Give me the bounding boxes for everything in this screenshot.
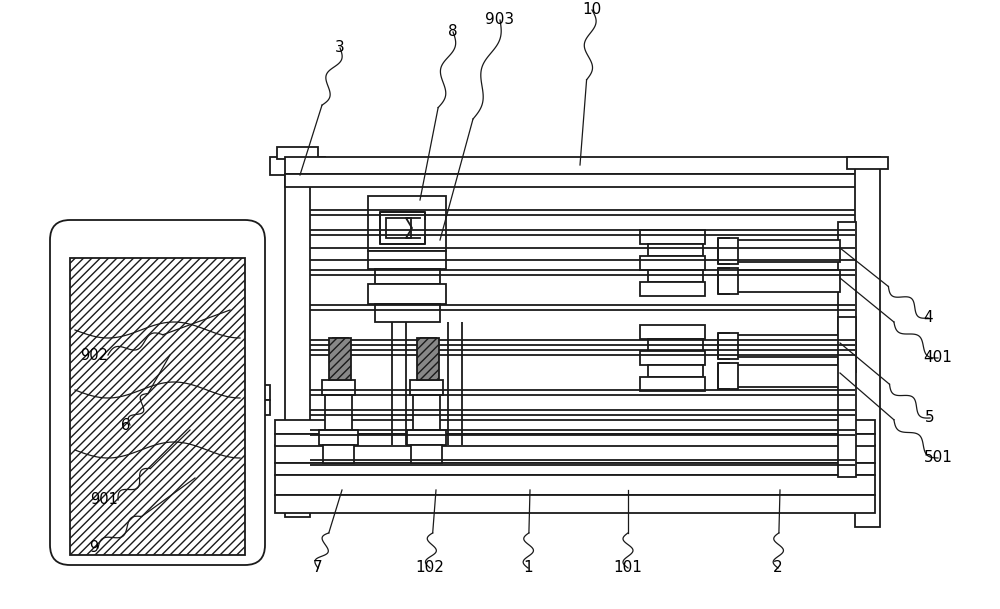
Bar	[285, 157, 310, 517]
Text: 902: 902	[80, 348, 108, 362]
Bar	[730, 240, 840, 262]
Bar	[730, 365, 840, 387]
Bar	[648, 270, 703, 282]
Bar	[640, 377, 705, 391]
Text: 4: 4	[923, 311, 933, 325]
Bar	[277, 147, 318, 159]
Bar	[421, 338, 436, 443]
Bar	[322, 380, 355, 395]
Bar	[325, 395, 352, 430]
Bar	[410, 380, 443, 395]
Text: 501: 501	[924, 451, 952, 465]
Bar	[640, 351, 705, 365]
Bar	[245, 400, 270, 415]
Text: 1: 1	[523, 560, 533, 576]
Text: 401: 401	[924, 351, 952, 365]
Bar	[417, 338, 439, 380]
Bar	[375, 304, 440, 322]
Bar	[648, 244, 703, 256]
Bar	[648, 365, 703, 377]
Bar	[333, 338, 348, 443]
Bar	[329, 338, 351, 380]
Bar	[640, 325, 705, 339]
Bar	[413, 395, 440, 430]
Bar	[275, 434, 875, 446]
Bar	[368, 251, 446, 269]
Bar	[275, 475, 875, 495]
Bar	[730, 270, 840, 292]
Bar	[285, 174, 875, 187]
Bar	[373, 240, 428, 248]
Bar	[323, 445, 354, 463]
Bar	[640, 256, 705, 270]
Bar	[718, 238, 738, 264]
Bar	[838, 317, 856, 477]
Text: 102: 102	[416, 560, 444, 576]
Text: 903: 903	[485, 13, 515, 27]
Bar	[718, 333, 738, 359]
Bar	[730, 335, 840, 357]
Bar	[275, 495, 875, 513]
Bar	[718, 268, 738, 294]
Text: 5: 5	[925, 410, 935, 426]
Bar	[640, 230, 705, 244]
Bar	[285, 157, 875, 174]
Bar	[380, 212, 425, 244]
Bar	[270, 157, 325, 175]
Bar	[718, 363, 738, 389]
Bar	[386, 218, 411, 238]
Text: 7: 7	[313, 560, 323, 576]
Bar	[245, 385, 270, 400]
Bar	[375, 269, 440, 284]
Text: 8: 8	[448, 24, 458, 40]
Bar	[275, 445, 875, 463]
Bar	[640, 282, 705, 296]
Text: 6: 6	[121, 418, 130, 432]
FancyBboxPatch shape	[50, 220, 265, 565]
Bar	[319, 430, 358, 445]
Bar	[275, 420, 875, 434]
Text: 10: 10	[582, 2, 602, 18]
Text: 901: 901	[90, 493, 118, 507]
Bar	[855, 157, 880, 527]
Bar	[368, 284, 446, 304]
Text: 101: 101	[614, 560, 642, 576]
Bar	[847, 157, 888, 169]
Bar	[70, 258, 245, 555]
Bar	[275, 463, 875, 475]
Bar	[407, 430, 446, 445]
Text: 9: 9	[89, 541, 98, 555]
Bar	[373, 208, 428, 226]
Bar	[368, 196, 446, 251]
Bar	[838, 222, 856, 372]
Bar	[648, 339, 703, 351]
Bar	[411, 445, 442, 463]
Text: 2: 2	[773, 560, 783, 576]
Text: 3: 3	[335, 41, 345, 55]
